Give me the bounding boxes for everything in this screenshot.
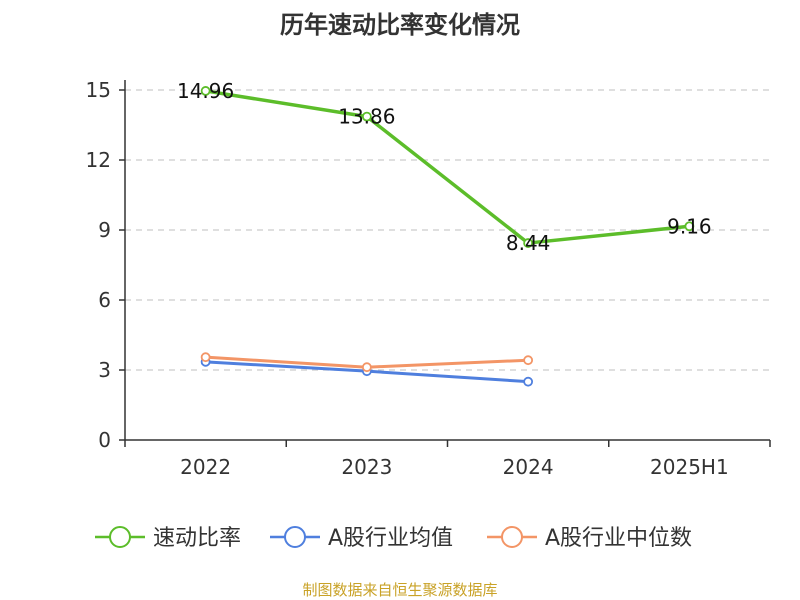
legend-marker bbox=[109, 526, 131, 548]
data-label: 8.44 bbox=[506, 231, 551, 255]
x-tick-label: 2025H1 bbox=[650, 455, 729, 479]
legend-item[interactable]: A股行业中位数 bbox=[487, 526, 692, 551]
legend-marker bbox=[284, 526, 306, 548]
y-tick-label: 0 bbox=[98, 428, 111, 452]
data-point[interactable] bbox=[523, 355, 534, 366]
y-tick-label: 15 bbox=[86, 78, 111, 102]
legend-marker bbox=[501, 526, 523, 548]
y-tick-label: 6 bbox=[98, 288, 111, 312]
data-point[interactable] bbox=[200, 352, 211, 363]
legend-label: A股行业均值 bbox=[328, 526, 453, 551]
data-point[interactable] bbox=[684, 221, 695, 232]
x-tick-label: 2022 bbox=[180, 455, 231, 479]
legend-label: A股行业中位数 bbox=[545, 526, 692, 551]
y-tick-label: 12 bbox=[86, 148, 111, 172]
legend-item[interactable]: A股行业均值 bbox=[270, 526, 453, 551]
source-note: 制图数据来自恒生聚源数据库 bbox=[302, 581, 497, 599]
series-line bbox=[205, 89, 690, 245]
legend[interactable]: 速动比率 A股行业均值 A股行业中位数 bbox=[95, 526, 692, 551]
grid-lines bbox=[125, 89, 770, 371]
chart-title: 历年速动比率变化情况 bbox=[280, 11, 520, 39]
data-label: 13.86 bbox=[338, 105, 395, 129]
y-tick-label: 3 bbox=[98, 358, 111, 382]
data-label: 9.16 bbox=[667, 214, 712, 238]
axes: 0 3 6 9 12 15 2022 2023 2024 2025H1 bbox=[86, 78, 771, 479]
y-tick-label: 9 bbox=[98, 218, 111, 242]
x-tick-label: 2024 bbox=[503, 455, 554, 479]
legend-label: 速动比率 bbox=[153, 526, 241, 551]
data-point[interactable] bbox=[361, 111, 372, 122]
data-labels: 14.96 13.86 8.44 9.16 bbox=[177, 79, 712, 255]
data-point[interactable] bbox=[523, 238, 534, 248]
data-point[interactable] bbox=[200, 86, 211, 96]
x-tick-label: 2023 bbox=[341, 455, 392, 479]
legend-item[interactable]: 速动比率 bbox=[95, 526, 241, 551]
series-group bbox=[200, 86, 695, 387]
data-point[interactable] bbox=[361, 362, 372, 373]
data-point[interactable] bbox=[523, 376, 534, 387]
data-label: 14.96 bbox=[177, 79, 234, 103]
